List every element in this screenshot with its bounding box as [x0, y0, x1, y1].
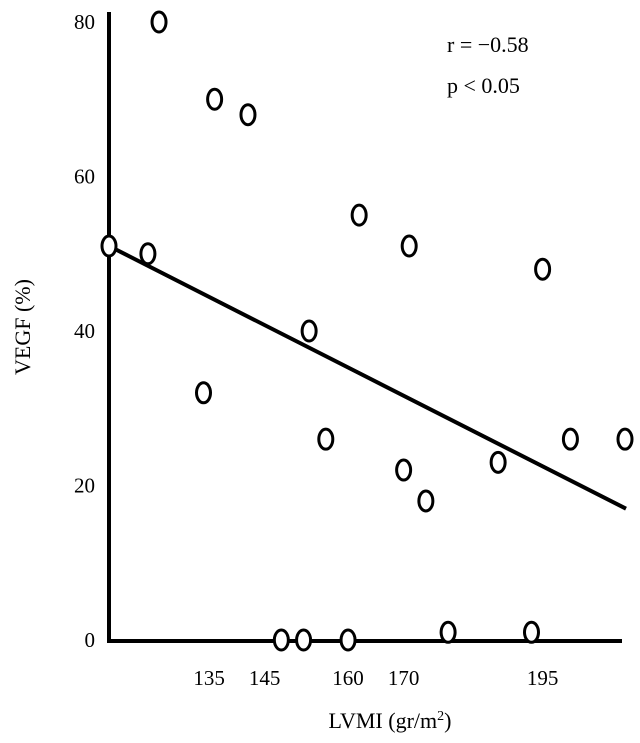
data-point: [417, 489, 435, 513]
y-axis-label: VEGF (%): [10, 279, 35, 375]
data-point: [150, 10, 168, 34]
data-point: [400, 234, 418, 258]
correlation-annotation: r = −0.58: [447, 32, 529, 57]
x-tick-label: 145: [249, 666, 281, 690]
data-point: [561, 427, 579, 451]
data-point: [317, 427, 335, 451]
x-axis-label-close: ): [444, 708, 451, 733]
y-tick-label: 20: [74, 474, 95, 498]
data-point: [395, 458, 413, 482]
data-point: [350, 203, 368, 227]
trend-line: [108, 244, 627, 511]
data-point: [522, 620, 540, 644]
data-point: [489, 450, 507, 474]
data-point: [139, 242, 157, 266]
x-axis-label-superscript: 2: [437, 709, 444, 724]
y-tick-label: 40: [74, 319, 95, 343]
data-point: [100, 234, 118, 258]
y-tick-label: 0: [85, 628, 96, 652]
data-point: [439, 620, 457, 644]
y-tick-label: 80: [74, 10, 95, 34]
data-point: [195, 381, 213, 405]
data-point: [616, 427, 634, 451]
x-tick-label: 195: [527, 666, 559, 690]
data-points: [100, 10, 634, 652]
data-point: [534, 257, 552, 281]
x-tick-label: 135: [193, 666, 225, 690]
x-tick-label: 160: [332, 666, 364, 690]
x-tick-labels: 135 145 160 170 195: [193, 666, 558, 690]
data-point: [295, 628, 313, 652]
p-value-annotation: p < 0.05: [447, 73, 520, 98]
x-axis-label: LVMI (gr/m2): [329, 708, 452, 733]
data-point: [272, 628, 290, 652]
data-point: [300, 319, 318, 343]
data-point: [339, 628, 357, 652]
data-point: [239, 103, 257, 127]
y-tick-label: 60: [74, 165, 95, 189]
x-tick-label: 170: [388, 666, 420, 690]
y-tick-labels: 0 20 40 60 80: [74, 10, 95, 652]
data-point: [206, 87, 224, 111]
x-axis-label-main: LVMI (gr/m: [329, 708, 438, 733]
